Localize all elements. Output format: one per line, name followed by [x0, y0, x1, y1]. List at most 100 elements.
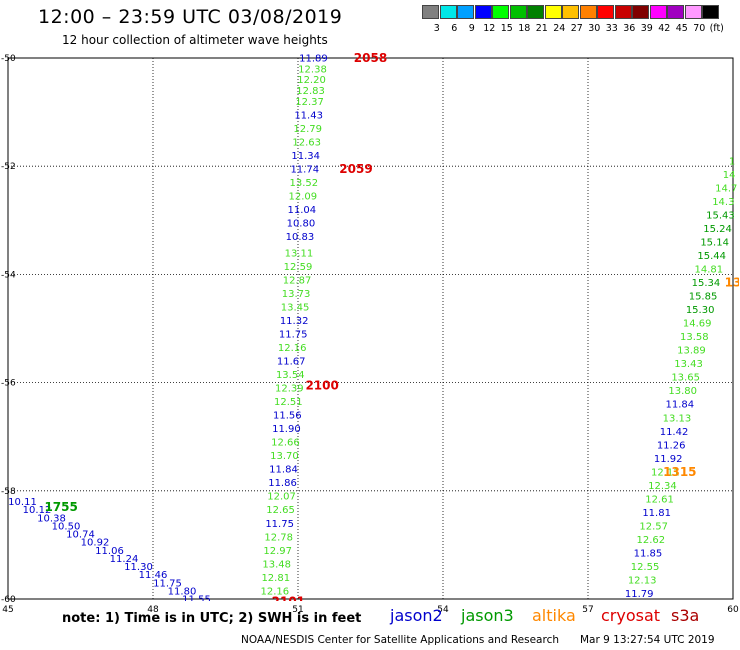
- legend-label: 39: [640, 23, 653, 34]
- lon-tick-label: 57: [582, 605, 593, 615]
- wave-height-value: 11.86: [268, 478, 297, 489]
- wave-height-value: 11.55: [182, 595, 211, 606]
- pass-time-label: 2101: [272, 595, 305, 609]
- wave-height-value: 12.11: [651, 467, 680, 478]
- wave-height-value: 12.62: [637, 535, 666, 546]
- legend-swatch: [667, 5, 684, 19]
- legend-label: 18: [518, 23, 531, 34]
- lat-tick-label: -60: [1, 595, 16, 605]
- wave-height-value: 10.12: [23, 505, 52, 516]
- wave-height-value: 12.66: [271, 438, 300, 449]
- wave-height-value: 13.43: [674, 359, 703, 370]
- wave-height-value: 11.04: [288, 205, 317, 216]
- wave-height-value: 11.32: [280, 316, 309, 327]
- wave-height-value: 12.83: [296, 86, 325, 97]
- legend-label: 42: [658, 23, 671, 34]
- wave-height-value: 12.65: [266, 505, 295, 516]
- wave-height-value: 14.81: [695, 264, 724, 275]
- wave-height-value: 11.30: [124, 562, 153, 573]
- wave-height-value: 12.61: [645, 494, 674, 505]
- wave-height-value: 12.37: [295, 97, 324, 108]
- legend-label: 24: [553, 23, 566, 34]
- wave-height-value: 11.92: [654, 454, 683, 465]
- wave-height-value: 12.57: [639, 521, 668, 532]
- pass-time-label: 2058: [354, 51, 387, 65]
- wave-height-value: 14: [723, 170, 736, 181]
- lat-tick-label: -52: [1, 162, 16, 172]
- wave-height-value: 11.84: [269, 465, 298, 476]
- pass-time-label: 2059: [339, 162, 372, 176]
- legend-swatch: [579, 5, 597, 19]
- wave-height-value: 11.46: [139, 570, 168, 581]
- wave-height-value: 13.52: [289, 178, 318, 189]
- wave-height-value: 11.24: [110, 554, 139, 565]
- wave-height-value: 12.16: [278, 343, 307, 354]
- wave-height-value: 15.34: [692, 278, 721, 289]
- wave-height-value: 13.11: [285, 248, 314, 259]
- wave-height-value: 11.85: [634, 549, 663, 560]
- wave-height-value: 11.34: [291, 151, 320, 162]
- wave-height-value: 12.51: [274, 397, 303, 408]
- wave-height-value: 13.65: [671, 373, 700, 384]
- pass-time-label: 13: [725, 276, 740, 290]
- map-frame: [7, 57, 734, 600]
- wave-height-value: 11.26: [657, 440, 686, 451]
- wave-height-value: 12.63: [292, 137, 321, 148]
- wave-height-value: 11.79: [625, 589, 654, 600]
- legend-swatch: [649, 5, 667, 19]
- lon-tick-label: 51: [292, 605, 303, 615]
- legend-swatch: [614, 5, 632, 19]
- legend-label: (ft): [709, 23, 724, 34]
- wave-height-value: 12.20: [297, 75, 326, 86]
- wave-height-value: 12.16: [260, 586, 289, 597]
- legend-label: 9: [468, 23, 475, 34]
- footer-credit: NOAA/NESDIS Center for Satellite Applica…: [241, 634, 559, 646]
- page-subtitle: 12 hour collection of altimeter wave hei…: [62, 33, 328, 47]
- wave-height-value: 10.38: [37, 513, 66, 524]
- legend-label: 45: [675, 23, 688, 34]
- legend-swatch: [544, 5, 562, 19]
- wave-height-value: 10.74: [66, 530, 95, 541]
- footnote: note: 1) Time is in UTC; 2) SWH is in fe…: [62, 611, 362, 626]
- legend-label: 36: [623, 23, 636, 34]
- wave-height-value: 15.85: [689, 292, 718, 303]
- wave-height-value: 13.80: [668, 386, 697, 397]
- legend-swatch: [492, 5, 509, 19]
- legend-swatch: [702, 5, 719, 19]
- wave-height-value: 15.44: [697, 251, 726, 262]
- wave-height-value: 15.24: [703, 224, 732, 235]
- generated-timestamp: Mar 9 13:27:54 UTC 2019: [580, 634, 715, 646]
- wave-height-value: 11.67: [277, 356, 306, 367]
- wave-height-value: 11.81: [642, 508, 671, 519]
- wave-height-value: 15.30: [686, 305, 715, 316]
- wave-height-value: 10.50: [52, 521, 81, 532]
- pass-time-label: 1755: [44, 500, 77, 514]
- wave-height-value: 13.45: [281, 302, 310, 313]
- wave-height-value: 11.75: [265, 519, 294, 530]
- wave-height-value: 12.55: [631, 562, 660, 573]
- wave-height-value: 11.75: [153, 578, 182, 589]
- legend-swatch: [632, 5, 649, 19]
- wave-height-value: 15.14: [700, 237, 729, 248]
- page-title: 12:00 – 23:59 UTC 03/08/2019: [38, 6, 343, 28]
- wave-height-value: 10.83: [286, 232, 315, 243]
- wave-height-value: 14.7: [715, 183, 737, 194]
- legend-label: 3: [433, 23, 440, 34]
- wave-height-value: 12.81: [261, 573, 290, 584]
- wave-height-value: 13.54: [276, 370, 305, 381]
- pass-time-label: 2100: [305, 378, 338, 392]
- wave-height-value: 10.11: [8, 497, 37, 508]
- wave-height-value: 13.73: [282, 289, 311, 300]
- wave-height-value: 12.59: [284, 262, 313, 273]
- legend-swatch: [527, 5, 544, 19]
- legend-label: 21: [535, 23, 548, 34]
- wave-height-value: 11.75: [279, 329, 308, 340]
- lat-tick-label: -54: [1, 270, 16, 280]
- wave-height-value: 11.84: [666, 400, 695, 411]
- wave-height-value: 11.56: [273, 411, 302, 422]
- lon-tick-label: 45: [2, 605, 13, 615]
- wave-height-value: 13.89: [677, 346, 706, 357]
- legend-label: 70: [693, 23, 706, 34]
- legend-label: 30: [588, 23, 601, 34]
